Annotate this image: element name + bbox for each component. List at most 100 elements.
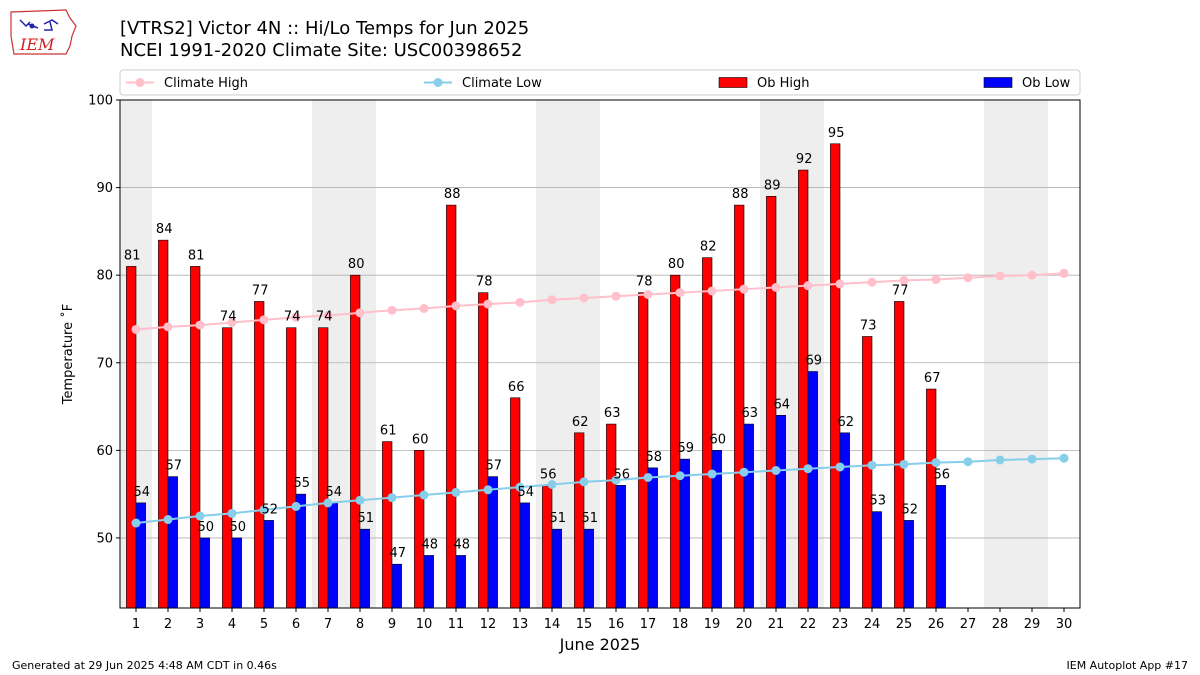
climate-low-point bbox=[675, 471, 685, 481]
ob-low-value-label: 54 bbox=[518, 485, 535, 500]
legend-label-ob-low: Ob Low bbox=[1022, 76, 1071, 91]
ob-low-value-label: 59 bbox=[678, 441, 695, 456]
ob-low-value-label: 57 bbox=[486, 459, 503, 474]
weekend-shade-band bbox=[1016, 100, 1048, 608]
ob-high-bar bbox=[222, 327, 233, 609]
climate-high-point bbox=[963, 273, 973, 283]
climate-high-point bbox=[483, 299, 493, 309]
x-tick-label: 2 bbox=[164, 617, 172, 632]
x-tick-label: 11 bbox=[448, 617, 465, 632]
legend-marker-climate-high bbox=[135, 78, 145, 87]
app-credit: IEM Autoplot App #17 bbox=[1066, 659, 1189, 672]
climate-low-point bbox=[643, 472, 653, 482]
ob-low-value-label: 53 bbox=[870, 494, 887, 509]
climate-low-point bbox=[739, 467, 749, 477]
x-tick-label: 12 bbox=[480, 617, 497, 632]
y-axis-label: Temperature ˚F bbox=[60, 304, 76, 405]
climate-high-point bbox=[131, 324, 141, 334]
ob-low-bar bbox=[487, 476, 498, 609]
temperature-bars bbox=[126, 143, 946, 609]
climate-high-point bbox=[675, 288, 685, 298]
x-tick-label: 25 bbox=[896, 617, 913, 632]
y-tick-label: 50 bbox=[96, 531, 113, 546]
legend: Climate High Climate Low Ob High Ob Low bbox=[119, 69, 1081, 96]
ob-high-value-label: 78 bbox=[636, 275, 653, 290]
ob-high-value-label: 77 bbox=[892, 283, 909, 298]
x-tick-label: 13 bbox=[512, 617, 529, 632]
climate-high-point bbox=[803, 281, 813, 291]
ob-high-value-label: 66 bbox=[508, 380, 525, 395]
ob-high-value-label: 80 bbox=[348, 257, 365, 272]
ob-low-value-label: 52 bbox=[262, 502, 279, 517]
ob-high-bar bbox=[606, 423, 617, 609]
y-tick-label: 100 bbox=[88, 94, 113, 109]
ob-low-bar bbox=[807, 371, 818, 609]
climate-low-point bbox=[963, 457, 973, 467]
climate-high-point bbox=[547, 295, 557, 305]
ob-low-bar bbox=[199, 537, 210, 609]
climate-high-point bbox=[291, 312, 301, 322]
ob-low-bar bbox=[551, 528, 562, 609]
ob-high-bar bbox=[926, 388, 937, 609]
ob-low-value-label: 48 bbox=[454, 537, 471, 552]
ob-high-value-label: 95 bbox=[828, 126, 845, 141]
ob-low-value-label: 47 bbox=[390, 546, 407, 561]
x-tick-label: 27 bbox=[960, 617, 977, 632]
ob-low-value-label: 48 bbox=[422, 537, 439, 552]
ob-low-bar bbox=[327, 502, 338, 609]
ob-high-value-label: 89 bbox=[764, 178, 781, 193]
ob-low-bar bbox=[455, 555, 466, 609]
generated-timestamp: Generated at 29 Jun 2025 4:48 AM CDT in … bbox=[12, 659, 277, 672]
ob-low-value-label: 63 bbox=[742, 406, 759, 421]
x-tick-label: 4 bbox=[228, 617, 236, 632]
ob-high-bar bbox=[318, 327, 329, 609]
ob-low-bar bbox=[167, 476, 178, 609]
climate-low-point bbox=[611, 475, 621, 485]
climate-low-point bbox=[387, 493, 397, 503]
climate-high-point bbox=[323, 310, 333, 320]
x-tick-label: 22 bbox=[800, 617, 817, 632]
ob-low-value-label: 56 bbox=[614, 467, 631, 482]
ob-high-value-label: 80 bbox=[668, 257, 685, 272]
climate-high-point bbox=[835, 279, 845, 289]
x-tick-label: 15 bbox=[576, 617, 593, 632]
ob-low-bar bbox=[775, 415, 786, 609]
ob-high-value-label: 81 bbox=[188, 248, 205, 263]
climate-low-point bbox=[131, 518, 141, 528]
ob-high-value-label: 73 bbox=[860, 318, 877, 333]
ob-high-bar bbox=[478, 292, 489, 609]
ob-high-value-label: 88 bbox=[732, 187, 749, 202]
climate-low-line bbox=[135, 457, 1065, 525]
climate-low-point bbox=[323, 498, 333, 508]
climate-high-point bbox=[451, 301, 461, 311]
chart-title-line1: [VTRS2] Victor 4N :: Hi/Lo Temps for Jun… bbox=[120, 18, 530, 39]
climate-high-point bbox=[387, 305, 397, 315]
climate-high-point bbox=[195, 320, 205, 330]
climate-high-point bbox=[259, 315, 269, 325]
ob-high-value-label: 88 bbox=[444, 187, 461, 202]
climate-low-point bbox=[899, 459, 909, 469]
ob-low-bar bbox=[647, 467, 658, 609]
legend-label-ob-high: Ob High bbox=[757, 76, 810, 91]
ob-low-value-label: 62 bbox=[838, 415, 855, 430]
ob-low-value-label: 50 bbox=[198, 520, 215, 535]
x-tick-label: 20 bbox=[736, 617, 753, 632]
ob-high-value-label: 92 bbox=[796, 152, 813, 167]
ob-low-value-label: 51 bbox=[358, 511, 375, 526]
ob-low-value-label: 52 bbox=[902, 502, 919, 517]
ob-high-bar bbox=[414, 450, 425, 609]
ob-high-value-label: 82 bbox=[700, 240, 717, 255]
ob-high-value-label: 77 bbox=[252, 283, 269, 298]
climate-low-point bbox=[291, 501, 301, 511]
x-tick-label: 23 bbox=[832, 617, 849, 632]
x-tick-label: 30 bbox=[1056, 617, 1073, 632]
ob-high-value-label: 60 bbox=[412, 432, 429, 447]
climate-high-point bbox=[1027, 270, 1037, 280]
ob-high-bar bbox=[830, 143, 841, 609]
ob-high-value-label: 56 bbox=[540, 467, 557, 482]
climate-high-point bbox=[867, 277, 877, 287]
climate-low-point bbox=[483, 485, 493, 495]
x-tick-label: 5 bbox=[260, 617, 268, 632]
ob-low-value-label: 69 bbox=[806, 354, 823, 369]
